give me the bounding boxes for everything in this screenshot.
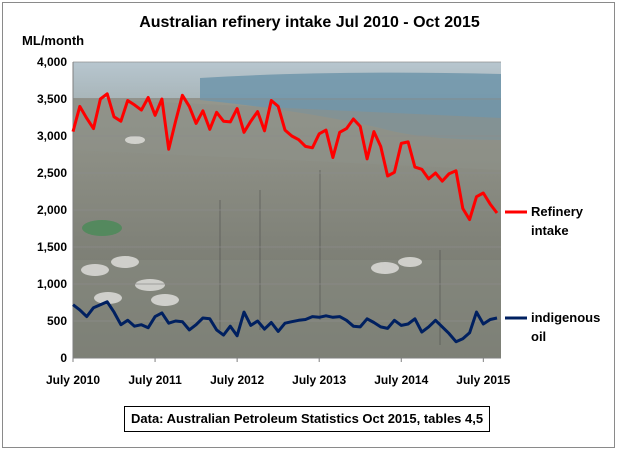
series-lines <box>71 92 499 344</box>
y-tick-label: 2,500 <box>37 166 67 180</box>
y-tick-labels: 0 500 1,000 1,500 2,000 2,500 3,000 3,500 4,000 <box>37 55 67 365</box>
y-tick-label: 1,500 <box>37 240 67 254</box>
x-tick-label: July 2013 <box>292 373 346 387</box>
y-tick-label: 3,500 <box>37 92 67 106</box>
gridlines <box>73 61 501 322</box>
legend: Refinery intake indigenous oil <box>505 204 600 344</box>
y-tick-label: 2,000 <box>37 203 67 217</box>
x-tick-label: July 2012 <box>210 373 264 387</box>
x-tick-label: July 2014 <box>374 373 428 387</box>
y-axis-label: ML/month <box>22 33 85 48</box>
y-tick-label: 1,000 <box>37 277 67 291</box>
legend-indigenous-line1: indigenous <box>531 310 600 325</box>
x-tick-label: July 2015 <box>456 373 510 387</box>
x-tick-labels: July 2010 July 2011 July 2012 July 2013 July… <box>46 358 511 387</box>
y-tick-label: 3,000 <box>37 129 67 143</box>
chart-title: Australian refinery intake Jul 2010 - Oc… <box>139 14 480 31</box>
series-line-indigenous-oil <box>72 300 498 344</box>
legend-refinery-line1: Refinery <box>531 204 584 219</box>
x-tick-label: July 2010 <box>46 373 100 387</box>
y-tick-label: 500 <box>47 314 67 328</box>
series-line-refinery-intake <box>71 92 499 222</box>
y-tick-label: 0 <box>60 351 67 365</box>
y-tick-label: 4,000 <box>37 55 67 69</box>
x-tick-label: July 2011 <box>128 373 182 387</box>
data-source-note: Data: Australian Petroleum Statistics Oc… <box>124 406 491 432</box>
legend-indigenous-line2: oil <box>531 329 546 344</box>
legend-refinery-line2: intake <box>531 223 569 238</box>
axes <box>72 62 501 359</box>
